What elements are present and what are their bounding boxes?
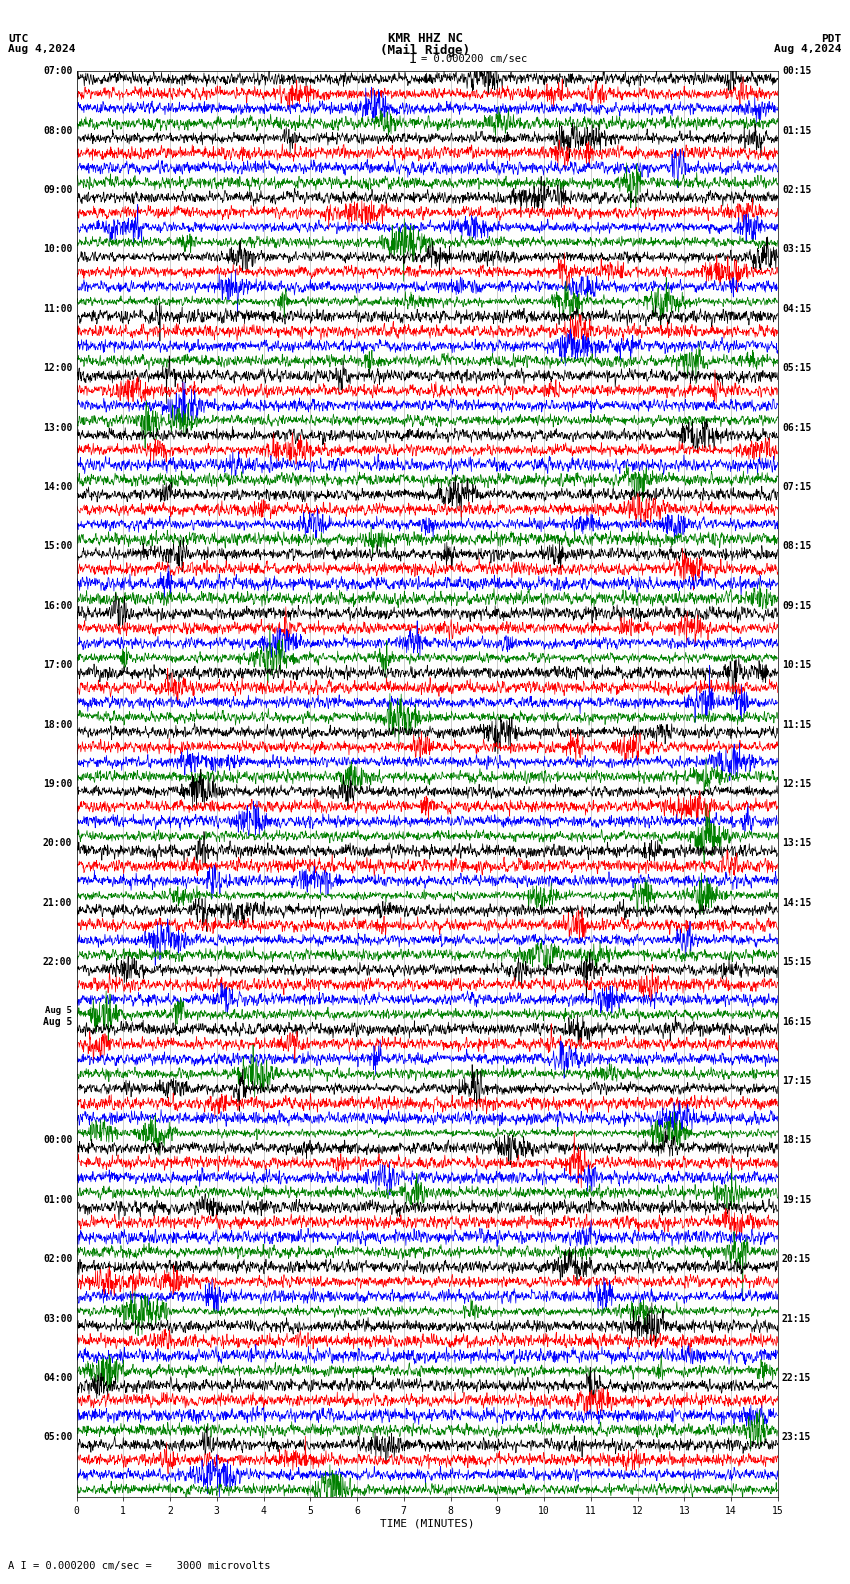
Text: (Mail Ridge): (Mail Ridge) — [380, 44, 470, 57]
Text: 21:15: 21:15 — [782, 1313, 812, 1324]
Text: 04:00: 04:00 — [42, 1373, 72, 1383]
Text: 22:00: 22:00 — [42, 957, 72, 968]
Text: 22:15: 22:15 — [782, 1373, 812, 1383]
Text: PDT: PDT — [821, 33, 842, 44]
Text: 08:15: 08:15 — [782, 542, 812, 551]
Text: 07:15: 07:15 — [782, 482, 812, 493]
Text: 18:00: 18:00 — [42, 719, 72, 730]
Text: Aug 5: Aug 5 — [45, 1006, 72, 1015]
Text: I: I — [408, 52, 416, 65]
Text: 16:00: 16:00 — [42, 600, 72, 611]
Text: 10:00: 10:00 — [42, 244, 72, 255]
Text: 02:15: 02:15 — [782, 185, 812, 195]
Text: 03:15: 03:15 — [782, 244, 812, 255]
Text: 05:00: 05:00 — [42, 1432, 72, 1443]
Text: 11:15: 11:15 — [782, 719, 812, 730]
Text: 00:00: 00:00 — [42, 1136, 72, 1145]
Text: Aug 5: Aug 5 — [42, 1017, 72, 1026]
Text: 00:15: 00:15 — [782, 67, 812, 76]
Text: 04:15: 04:15 — [782, 304, 812, 314]
Text: 10:15: 10:15 — [782, 661, 812, 670]
Text: = 0.000200 cm/sec: = 0.000200 cm/sec — [421, 54, 527, 63]
Text: 21:00: 21:00 — [42, 898, 72, 908]
Text: 05:15: 05:15 — [782, 363, 812, 374]
Text: 17:00: 17:00 — [42, 661, 72, 670]
Text: UTC: UTC — [8, 33, 29, 44]
Text: 09:00: 09:00 — [42, 185, 72, 195]
Text: 09:15: 09:15 — [782, 600, 812, 611]
Text: 14:00: 14:00 — [42, 482, 72, 493]
Text: 03:00: 03:00 — [42, 1313, 72, 1324]
Text: 08:00: 08:00 — [42, 125, 72, 136]
Text: KMR HHZ NC: KMR HHZ NC — [388, 32, 462, 46]
Text: 12:15: 12:15 — [782, 779, 812, 789]
Text: 23:15: 23:15 — [782, 1432, 812, 1443]
Text: 20:15: 20:15 — [782, 1255, 812, 1264]
Text: Aug 4,2024: Aug 4,2024 — [774, 44, 842, 54]
Text: 15:15: 15:15 — [782, 957, 812, 968]
Text: 13:00: 13:00 — [42, 423, 72, 432]
Text: A I = 0.000200 cm/sec =    3000 microvolts: A I = 0.000200 cm/sec = 3000 microvolts — [8, 1562, 271, 1571]
Text: 17:15: 17:15 — [782, 1076, 812, 1087]
Text: 19:15: 19:15 — [782, 1194, 812, 1205]
Text: 15:00: 15:00 — [42, 542, 72, 551]
Text: 11:00: 11:00 — [42, 304, 72, 314]
Text: Aug 4,2024: Aug 4,2024 — [8, 44, 76, 54]
Text: 14:15: 14:15 — [782, 898, 812, 908]
X-axis label: TIME (MINUTES): TIME (MINUTES) — [380, 1519, 474, 1529]
Text: 06:15: 06:15 — [782, 423, 812, 432]
Text: 20:00: 20:00 — [42, 838, 72, 849]
Text: 19:00: 19:00 — [42, 779, 72, 789]
Text: 12:00: 12:00 — [42, 363, 72, 374]
Text: 18:15: 18:15 — [782, 1136, 812, 1145]
Text: 13:15: 13:15 — [782, 838, 812, 849]
Text: 16:15: 16:15 — [782, 1017, 812, 1026]
Text: 02:00: 02:00 — [42, 1255, 72, 1264]
Text: 01:00: 01:00 — [42, 1194, 72, 1205]
Text: 01:15: 01:15 — [782, 125, 812, 136]
Text: 07:00: 07:00 — [42, 67, 72, 76]
